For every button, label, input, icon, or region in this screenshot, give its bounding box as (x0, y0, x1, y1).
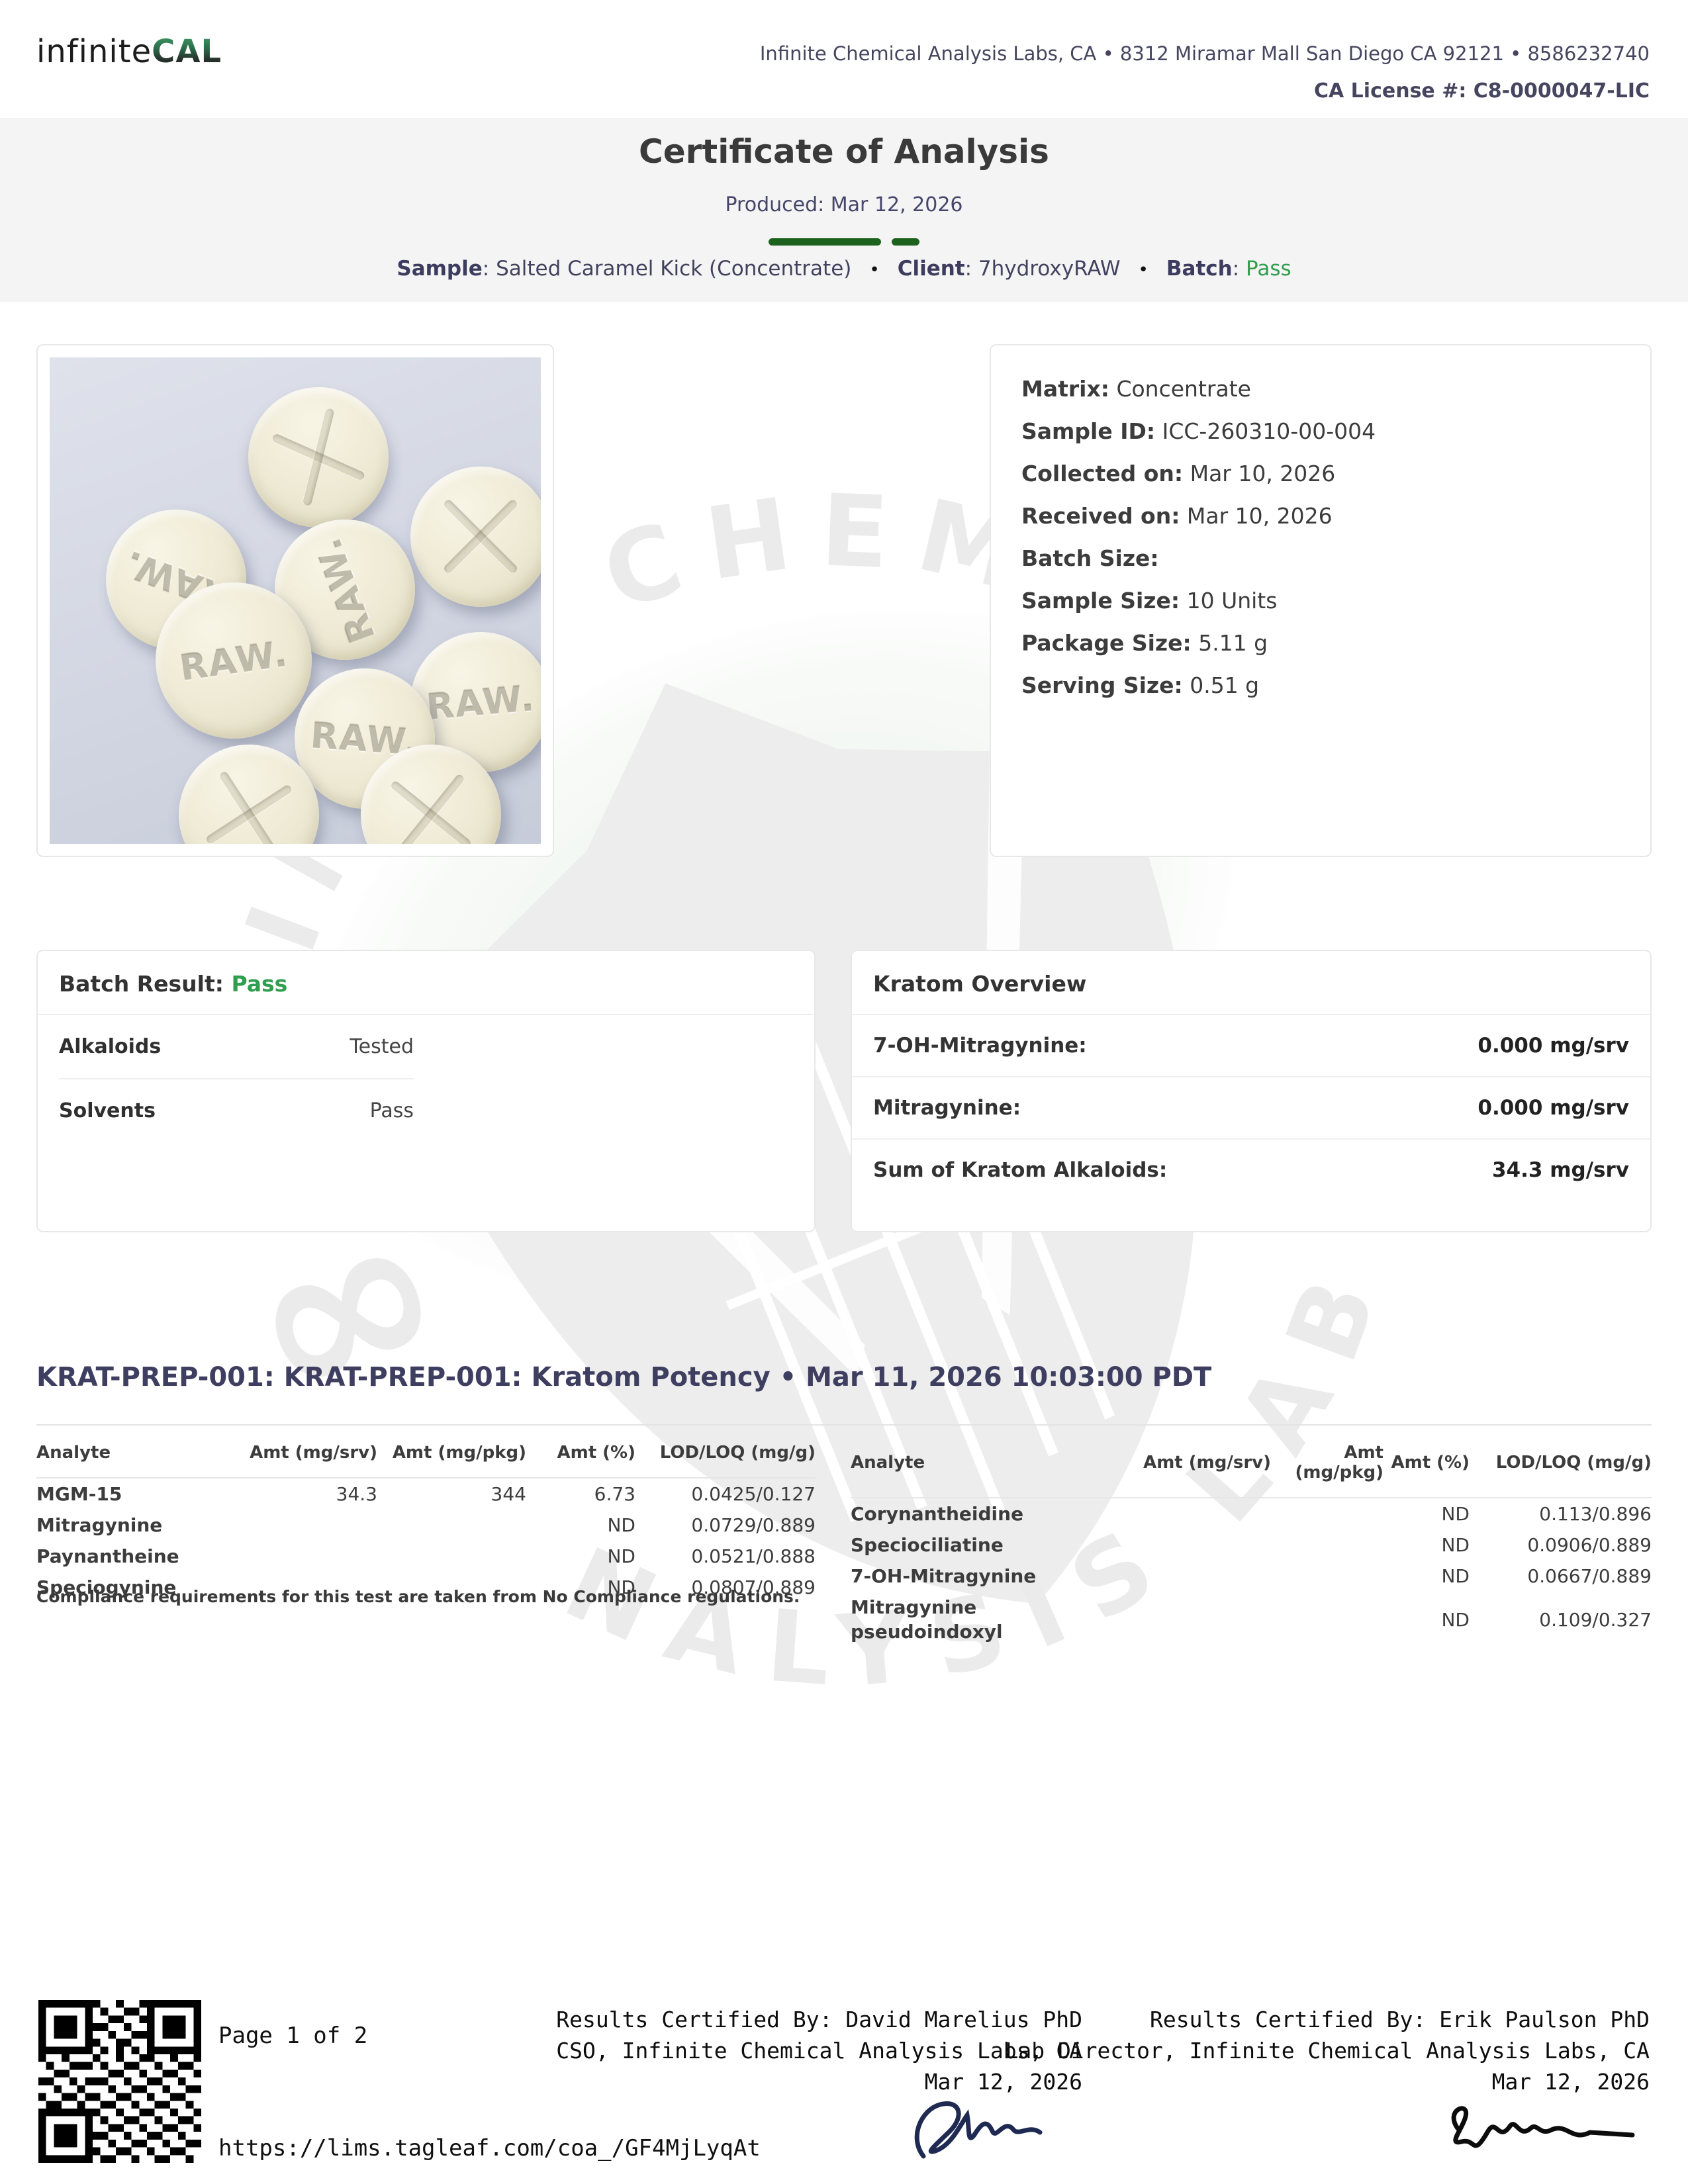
logo-text-cal: CAL (152, 33, 222, 70)
coa-url-link[interactable]: https://lims.tagleaf.com/coa_/GF4MjLyqAt (218, 2135, 761, 2161)
card-divider (852, 1014, 1650, 1015)
potency-table-right: Analyte Amt (mg/srv) Amt (mg/pkg) Amt (%… (851, 1431, 1652, 1647)
overview-row-7oh: 7-OH-Mitragynine: 0.000 mg/srv (873, 1034, 1629, 1058)
page-number: Page 1 of 2 (218, 2023, 368, 2049)
overview-row-sum-alkaloids: Sum of Kratom Alkaloids: 34.3 mg/srv (852, 1138, 1650, 1201)
batch-result-title: Batch Result: Pass (59, 971, 288, 997)
pill-image (226, 365, 411, 550)
qr-code (38, 2000, 201, 2163)
info-row-batch-size: Batch Size: (1021, 545, 1159, 571)
logo-text-infinite: infinite (36, 33, 152, 70)
pill-imprint-raw: RAW. (306, 531, 383, 649)
sample-photo-card: RAW. RAW. RAW. RAW. RAW. (36, 344, 554, 857)
lab-address: Infinite Chemical Analysis Labs, CA • 83… (759, 42, 1650, 65)
overview-row-mitragynine: Mitragynine: 0.000 mg/srv (852, 1076, 1650, 1138)
certifier-date: Mar 12, 2026 (924, 2069, 1082, 2095)
certifier-role: CSO, Infinite Chemical Analysis Labs, CA (556, 2038, 1082, 2064)
certifier-name: Results Certified By: Erik Paulson PhD (1150, 2007, 1650, 2032)
pill-image (410, 467, 541, 607)
sample-info-card: Matrix: Concentrate Sample ID: ICC-26031… (990, 344, 1652, 857)
table-header-row: Analyte Amt (mg/srv) Amt (mg/pkg) Amt (%… (36, 1431, 816, 1479)
card-divider (38, 1014, 814, 1015)
sample-label: Sample (397, 257, 483, 281)
potency-table-left: Analyte Amt (mg/srv) Amt (mg/pkg) Amt (%… (36, 1431, 816, 1603)
pill-imprint-raw: RAW. (177, 632, 291, 689)
ca-license-number: CA License #: C8-0000047-LIC (1314, 79, 1650, 103)
produced-date: Produced: Mar 12, 2026 (725, 193, 963, 216)
table-header-row: Analyte Amt (mg/srv) Amt (mg/pkg) Amt (%… (851, 1431, 1652, 1498)
info-row-collected: Collected on: Mar 10, 2026 (1021, 461, 1336, 486)
batch-result-card: Batch Result: Pass Alkaloids Tested Solv… (36, 950, 816, 1232)
certifier-name: Results Certified By: David Marelius PhD (556, 2007, 1082, 2032)
batch-result-pass: Pass (231, 971, 288, 997)
sample-value: : Salted Caramel Kick (Concentrate) (482, 257, 852, 281)
batch-colon: : (1232, 257, 1246, 281)
divider-segment-long (769, 238, 881, 246)
batch-pass-value: Pass (1246, 257, 1291, 281)
sample-summary-line: Sample: Salted Caramel Kick (Concentrate… (0, 257, 1688, 281)
info-row-received: Received on: Mar 10, 2026 (1021, 503, 1333, 529)
pill-image: RAW. (156, 582, 312, 739)
info-row-package-size: Package Size: 5.11 g (1021, 630, 1268, 656)
certifier-date: Mar 12, 2026 (1491, 2069, 1650, 2095)
client-label: Client (897, 257, 965, 281)
title-band (0, 118, 1688, 302)
bullet-separator: • (1138, 260, 1149, 280)
kratom-overview-title: Kratom Overview (873, 971, 1087, 997)
document-title: Certificate of Analysis (639, 132, 1049, 171)
pill-imprint-raw: RAW. (424, 676, 537, 728)
batch-label: Batch (1166, 257, 1233, 281)
green-divider (0, 238, 1688, 246)
pill-score-line (205, 784, 293, 844)
certifier-role: Lab Director, Infinite Chemical Analysis… (1005, 2038, 1650, 2064)
certifier-right-block: Results Certified By: Erik Paulson PhD L… (1005, 2004, 1650, 2097)
table-body: Corynantheidine ND 0.113/0.896 Speciocil… (851, 1498, 1652, 1647)
infinitecal-logo: infiniteCAL (36, 33, 222, 70)
compliance-note: Compliance requirements for this test ar… (36, 1587, 800, 1606)
table-body: MGM-15 34.3 344 6.73 0.0425/0.127 Mitrag… (36, 1479, 816, 1603)
info-row-serving-size: Serving Size: 0.51 g (1021, 672, 1260, 698)
section-rule (36, 1424, 1652, 1426)
info-row-sample-id: Sample ID: ICC-260310-00-004 (1021, 418, 1376, 444)
signature-david-marelius (914, 2101, 1043, 2159)
signature-erik-paulson (1451, 2106, 1635, 2148)
table-row: Speciogynine ND 0.0807/0.889 (36, 1576, 816, 1598)
sample-photo: RAW. RAW. RAW. RAW. RAW. (50, 357, 541, 844)
batch-result-rows: Alkaloids Tested Solvents Pass (38, 1015, 435, 1142)
result-row-alkaloids: Alkaloids Tested (59, 1035, 414, 1058)
table-row: MGM-15 34.3 344 6.73 0.0425/0.127 (36, 1483, 816, 1505)
bullet-separator: • (869, 260, 880, 280)
result-row-solvents: Solvents Pass (59, 1078, 414, 1142)
potency-section-heading: KRAT-PREP-001: KRAT-PREP-001: Kratom Pot… (36, 1362, 1212, 1392)
table-row: Paynantheine ND 0.0521/0.888 (36, 1545, 816, 1567)
client-value: : 7hydroxyRAW (964, 257, 1121, 281)
table-row: Mitragynine ND 0.0729/0.889 (36, 1514, 816, 1536)
kratom-overview-card: Kratom Overview 7-OH-Mitragynine: 0.000 … (851, 950, 1652, 1232)
info-row-sample-size: Sample Size: 10 Units (1021, 588, 1278, 614)
divider-segment-short (892, 238, 919, 246)
table-row: Speciociliatine ND 0.0906/0.889 (851, 1534, 1652, 1556)
table-row: Corynantheidine ND 0.113/0.896 (851, 1503, 1652, 1525)
table-row: Mitragynine pseudoindoxyl ND 0.109/0.327 (851, 1596, 1652, 1643)
certifier-center-block: Results Certified By: David Marelius PhD… (556, 2004, 1082, 2097)
info-row-matrix: Matrix: Concentrate (1021, 376, 1251, 402)
table-row: 7-OH-Mitragynine ND 0.0667/0.889 (851, 1565, 1652, 1587)
